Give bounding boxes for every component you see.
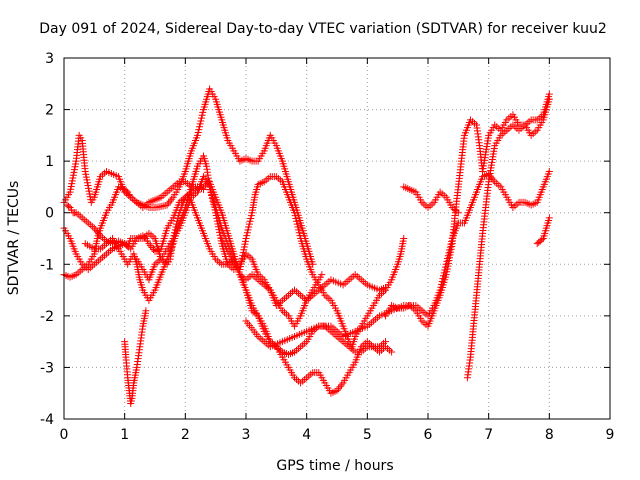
data-point (142, 307, 150, 315)
x-axis-label: GPS time / hours (276, 458, 393, 474)
data-point (295, 226, 303, 234)
data-point (206, 186, 214, 194)
data-point (174, 214, 182, 222)
data-point (292, 214, 300, 222)
data-point (243, 229, 251, 237)
data-point (198, 111, 206, 119)
data-point (245, 223, 253, 231)
data-point (247, 212, 255, 220)
plot-frame (63, 57, 611, 420)
data-point (173, 220, 181, 228)
data-point (293, 217, 301, 225)
series-arc-2 (60, 85, 317, 281)
data-point (293, 220, 301, 228)
x-tick-label: 5 (363, 427, 372, 443)
data-point (382, 338, 390, 346)
data-point (400, 235, 408, 242)
series-arc-7 (242, 167, 553, 351)
series-arc-11 (533, 214, 553, 248)
data-point (198, 114, 206, 122)
data-point (197, 117, 205, 125)
x-tick-label: 3 (242, 427, 251, 443)
data-point (193, 131, 201, 139)
data-point (243, 232, 251, 240)
y-tick-label: -4 (40, 412, 54, 428)
data-point (194, 128, 202, 136)
chart-title: Day 091 of 2024, Sidereal Day-to-day VTE… (39, 21, 607, 37)
series-arc-13 (133, 173, 390, 310)
x-tick-label: 9 (606, 427, 615, 443)
data-point (196, 120, 204, 128)
data-point (382, 283, 390, 291)
data-point (210, 200, 218, 208)
data-point (211, 206, 219, 214)
y-tick-label: 1 (45, 154, 54, 170)
x-tick-label: 4 (302, 427, 311, 443)
data-point (247, 214, 255, 222)
data-point (388, 348, 396, 356)
y-tick-label: -3 (40, 360, 54, 376)
data-point (199, 108, 207, 116)
data-point (545, 214, 553, 222)
data-point (242, 235, 250, 242)
y-axis-label: SDTVAR / TECUs (6, 181, 22, 296)
series-arc-12 (121, 307, 150, 408)
series-arc-10 (463, 90, 553, 382)
y-tick-label: -1 (40, 257, 54, 273)
data-point (208, 194, 216, 202)
data-point (195, 123, 203, 131)
data-points (60, 85, 553, 408)
data-point (291, 209, 299, 217)
data-point (195, 126, 203, 134)
data-point (296, 232, 304, 240)
series-arc-5 (63, 178, 326, 330)
data-point (245, 220, 253, 228)
data-point (318, 271, 326, 279)
x-tick-label: 1 (120, 427, 129, 443)
data-point (207, 189, 215, 197)
y-tick-label: -2 (40, 309, 54, 325)
data-point (295, 229, 303, 237)
data-point (208, 192, 216, 200)
data-point (454, 209, 462, 217)
data-point (173, 217, 181, 225)
data-point (294, 223, 302, 231)
data-point (65, 202, 73, 210)
data-point (291, 212, 299, 220)
y-tick-label: 0 (45, 206, 54, 222)
x-tick-label: 2 (181, 427, 190, 443)
x-tick-label: 0 (60, 427, 69, 443)
data-point (122, 187, 130, 195)
data-point (172, 223, 180, 231)
data-point (206, 183, 214, 191)
data-point (244, 226, 252, 234)
data-point (545, 90, 553, 98)
axis-ticks: 0 1 2 3 4 5 6 7 8 9 -4 -3 -2 -1 0 1 2 3 (40, 51, 614, 443)
data-point (246, 217, 254, 225)
x-tick-label: 7 (484, 427, 493, 443)
series-arc-9 (400, 183, 462, 217)
data-point (210, 203, 218, 211)
data-point (545, 167, 553, 175)
data-point (209, 197, 217, 205)
data-point (538, 236, 546, 244)
x-tick-label: 8 (545, 427, 554, 443)
x-tick-label: 6 (424, 427, 433, 443)
y-tick-label: 2 (45, 103, 54, 119)
y-tick-label: 3 (45, 51, 54, 67)
